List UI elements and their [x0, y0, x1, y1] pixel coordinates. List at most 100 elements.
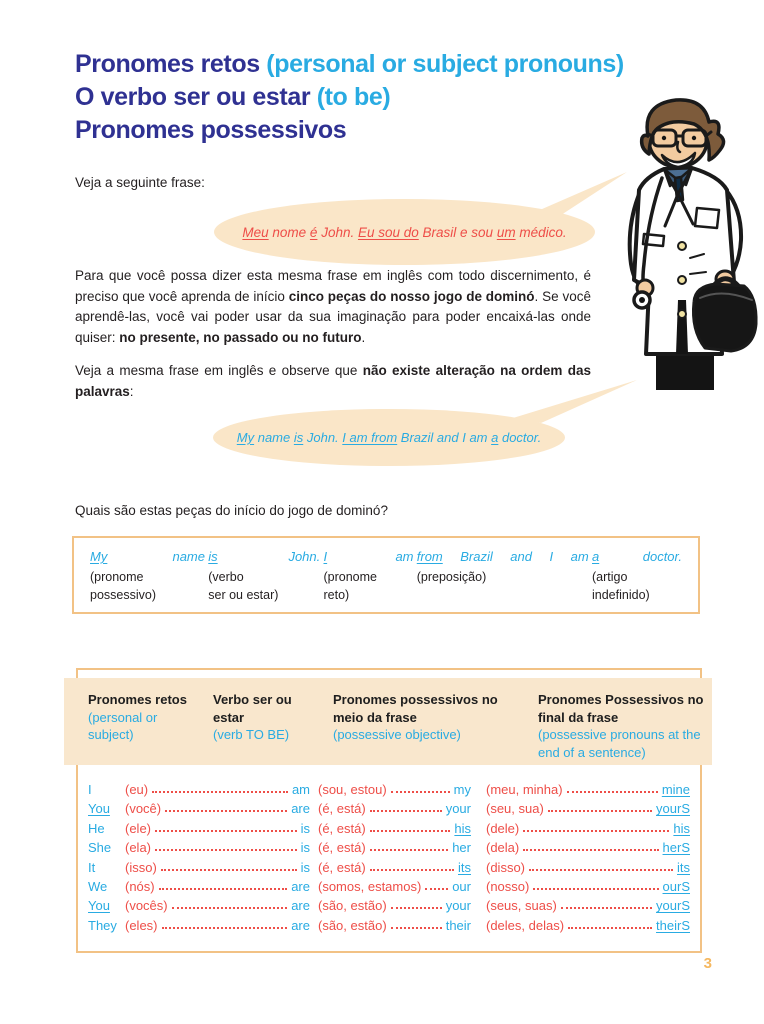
possessive-pronoun: his [673, 820, 690, 836]
title-line-1: Pronomes retos (personal or subject pron… [75, 50, 624, 78]
verb-form: are [291, 917, 310, 933]
possessive-adjective: my [453, 782, 471, 797]
subject-pronoun: We [88, 878, 108, 894]
analysis-col-article: a doctor. (artigo indefinido) [592, 549, 682, 612]
possessive-mid-cell: (é, está) her [318, 840, 471, 855]
dotted-leader [547, 810, 653, 813]
dotted-leader [560, 907, 653, 910]
dotted-leader [568, 926, 653, 929]
pronoun-verb-cell: You (vocês) are [88, 898, 310, 913]
portuguese-gloss: (são, estão) [318, 917, 387, 933]
grammar-rows: I (eu) am (sou, estou) my (meu, minha) m… [88, 782, 690, 937]
dotted-leader [369, 868, 454, 871]
verb-form: is [300, 840, 310, 856]
subject-pronoun: He [88, 820, 105, 836]
pronoun-verb-cell: We (nós) are [88, 879, 310, 894]
portuguese-gloss: (vocês) [125, 898, 168, 914]
verb-form: are [291, 878, 310, 894]
possessive-mid-cell: (é, está) its [318, 860, 471, 875]
analysis-words: is John. [208, 549, 321, 564]
dotted-leader [171, 907, 288, 910]
possessive-adjective: their [445, 917, 471, 933]
possessive-adjective: his [454, 820, 471, 836]
possessive-adjective: our [452, 878, 471, 894]
possessive-pronoun: its [677, 859, 690, 875]
pronoun-verb-cell: You (você) are [88, 801, 310, 816]
dotted-leader [533, 887, 659, 890]
portuguese-gloss: (meu, minha) [486, 782, 563, 797]
possessive-end-cell: (nosso) ourS [486, 879, 690, 894]
dotted-leader [152, 791, 288, 793]
possessive-pronoun: yourS [656, 898, 690, 914]
verb-form: am [291, 782, 310, 797]
dotted-leader [425, 887, 449, 890]
doctor-bag [692, 282, 758, 353]
page-number: 3 [703, 955, 712, 972]
grammar-row: You (vocês) are (são, estão) your (seus,… [88, 898, 690, 917]
possessive-mid-cell: (são, estão) your [318, 898, 471, 913]
portuguese-gloss: (é, está) [318, 801, 366, 817]
grammar-row: They (eles) are (são, estão) their (dele… [88, 918, 690, 937]
subject-pronoun: They [88, 917, 117, 933]
paragraph-word-order: Veja a mesma frase em inglês e observe q… [75, 363, 591, 399]
dotted-leader [165, 810, 288, 813]
dotted-leader [390, 907, 442, 910]
pronoun-verb-cell: I (eu) am [88, 782, 310, 797]
grammar-row: You (você) are (é, está) your (seu, sua)… [88, 801, 690, 820]
verb-form: is [300, 859, 310, 875]
sentence-analysis-box: My name (pronome possessivo) is John. (verb… [72, 536, 700, 614]
speech-bubble-tail-en [513, 380, 637, 423]
speech-bubble-portuguese: Meu nome é John. Eu sou do Brasil e sou … [214, 199, 595, 265]
portuguese-gloss: (nosso) [486, 878, 530, 894]
analysis-words: My name [90, 549, 205, 564]
analysis-label: (verbo ser ou estar) [208, 570, 279, 602]
dotted-leader [158, 887, 288, 890]
possessive-pronoun: yourS [656, 801, 690, 817]
dotted-leader [390, 791, 450, 793]
dotted-leader [160, 868, 297, 871]
subject-pronoun: I [88, 782, 92, 797]
header-col-possessive-end: Pronomes Possessivos no final da frase (… [538, 692, 704, 760]
possessive-mid-cell: (são, estão) their [318, 918, 471, 933]
domino-question: Quais são estas peças do início do jogo … [75, 503, 388, 518]
dotted-leader [155, 829, 297, 832]
title-line-3: Pronomes possessivos [75, 116, 347, 144]
subject-pronoun: You [88, 898, 110, 914]
analysis-label: (artigo indefinido) [592, 570, 650, 602]
portuguese-gloss: (é, está) [318, 859, 366, 875]
possessive-mid-cell: (é, está) your [318, 801, 471, 816]
portuguese-gloss: (sou, estou) [318, 782, 387, 797]
possessive-end-cell: (dela) herS [486, 840, 690, 855]
grammar-table-header-band: Pronomes retos (personal or subject) Ver… [64, 678, 712, 765]
possessive-end-cell: (meu, minha) mine [486, 782, 690, 797]
portuguese-gloss: (eu) [125, 782, 149, 797]
portuguese-gloss: (eles) [125, 917, 158, 933]
grammar-row: He (ele) is (é, está) his (dele) his [88, 821, 690, 840]
grammar-row: I (eu) am (sou, estou) my (meu, minha) m… [88, 782, 690, 801]
dotted-leader [369, 829, 451, 832]
analysis-label: (pronome reto) [323, 570, 378, 602]
possessive-pronoun: theirS [656, 917, 690, 933]
dotted-leader [529, 868, 673, 871]
portuguese-gloss: (é, está) [318, 820, 366, 836]
analysis-col-possessive: My name (pronome possessivo) [90, 549, 205, 612]
dotted-leader [523, 829, 670, 832]
portuguese-gloss: (você) [125, 801, 162, 817]
portuguese-gloss: (é, está) [318, 840, 366, 856]
speech-bubble-pt-text: Meu nome é John. Eu sou do Brasil e sou … [242, 224, 567, 240]
dotted-leader [155, 849, 297, 852]
dotted-leader [369, 849, 449, 852]
possessive-end-cell: (dele) his [486, 821, 690, 836]
subject-pronoun: She [88, 840, 112, 856]
speech-bubble-en-text: My name is John. I am from Brazil and I … [236, 430, 542, 445]
possessive-adjective: your [445, 801, 471, 817]
page-title: Pronomes retos (personal or subject pron… [75, 48, 624, 147]
analysis-label: (pronome possessivo) [90, 570, 156, 602]
verb-form: is [300, 820, 310, 836]
possessive-mid-cell: (sou, estou) my [318, 782, 471, 797]
possessive-end-cell: (seus, suas) yourS [486, 898, 690, 913]
